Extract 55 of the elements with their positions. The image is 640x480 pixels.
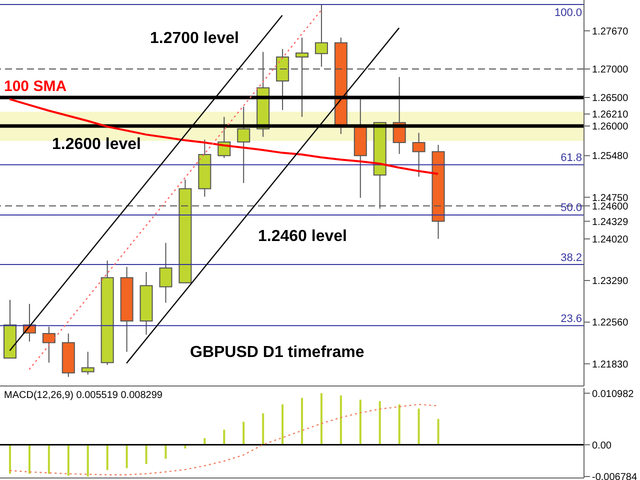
annotation: 100.0 [554, 6, 582, 19]
y-tick-label: 1.26500 [592, 93, 629, 104]
candlestick [314, 4, 328, 68]
bar [28, 444, 30, 474]
y-tick-label: 1.26210 [592, 110, 629, 121]
bar [378, 401, 381, 445]
y-tick-label: 1.22560 [592, 318, 629, 329]
y-tick-label: 1.25480 [592, 151, 629, 162]
bar [145, 444, 148, 464]
series-label: 100 SMA [4, 78, 67, 95]
bar [9, 444, 11, 474]
y-tick-label: 1.27670 [592, 26, 629, 38]
candlestick [81, 351, 94, 376]
candlestick [42, 326, 56, 364]
annotation: 1.2460 level [258, 228, 347, 246]
bar [242, 422, 245, 445]
bar [67, 444, 70, 476]
y-tick-label: 1.24329 [592, 216, 629, 228]
annotation: 1.2700 level [150, 30, 239, 48]
bar [86, 444, 89, 477]
line-series [9, 404, 439, 476]
bar [418, 408, 420, 445]
bar [262, 413, 264, 445]
y-tick-label: 0.010982 [592, 388, 634, 400]
annotation: 38.2 [560, 252, 582, 264]
y-tick-label: 1.26000 [592, 122, 629, 133]
bar [223, 430, 226, 445]
candlestick [237, 106, 250, 184]
bar [359, 400, 362, 445]
candlestick [159, 242, 172, 304]
y-tick-label: 1.24600 [592, 201, 629, 212]
bar [164, 444, 167, 459]
chart-title: MACD(12,26,9) 0.005519 0.008299 [4, 390, 162, 401]
y-tick-label: -0.006784 [592, 472, 638, 480]
bar [126, 444, 128, 468]
bar [340, 396, 342, 445]
y-tick-label: 1.24750 [592, 192, 629, 204]
annotation: 1.2600 level [52, 136, 141, 154]
bar [301, 398, 303, 445]
bar [106, 444, 108, 470]
candlestick [412, 132, 426, 178]
y-tick-label: 1.24020 [592, 234, 629, 246]
annotation: 23.6 [560, 312, 582, 325]
bar [48, 444, 50, 474]
annotation: 61.8 [560, 152, 582, 164]
bar [437, 418, 440, 445]
annotation: GBPUSD D1 timeframe [190, 344, 364, 362]
y-tick-label: 1.23290 [592, 276, 629, 288]
bar [320, 393, 322, 445]
line-series [8, 98, 439, 175]
y-tick-label: 1.27000 [592, 64, 629, 76]
bar [282, 404, 284, 445]
y-tick-label: 0.00 [592, 440, 612, 452]
y-tick-label: 1.21830 [592, 359, 629, 370]
bar [398, 404, 400, 445]
